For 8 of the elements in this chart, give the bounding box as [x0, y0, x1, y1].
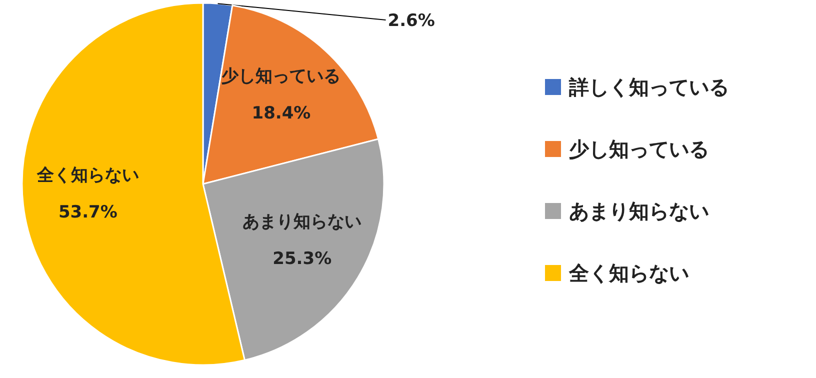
data-label: あまり知らない 25.3%: [242, 212, 362, 269]
legend-label: 少し知っている: [569, 137, 709, 161]
legend-label: 全く知らない: [568, 261, 689, 285]
legend-label: あまり知らない: [569, 199, 709, 223]
data-label: 2.6%: [388, 11, 435, 31]
legend-label: 詳しく知っている: [568, 75, 729, 99]
data-label: 全く知らない 53.7%: [36, 165, 139, 222]
data-label: 少し知っている 18.4%: [222, 66, 341, 124]
